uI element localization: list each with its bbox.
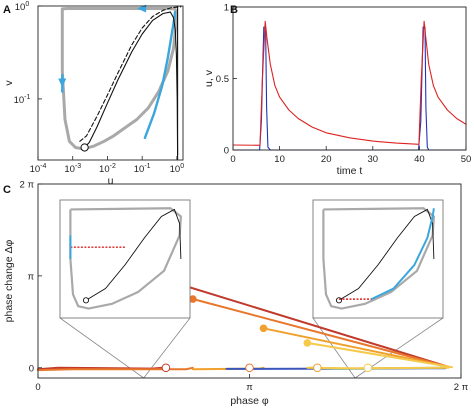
panel-b-series-1 — [232, 20, 467, 146]
panel-c-inset-1-jump — [371, 208, 435, 301]
panel-c-marker-3 — [303, 339, 312, 347]
panel-a-xtick-label-3: 10-1 — [134, 163, 151, 175]
panel-b-xlabel: time t — [337, 165, 363, 177]
panel-b-xtick-label-5: 50 — [461, 154, 472, 165]
panel-c-series-5 — [37, 366, 194, 372]
panel-c-marker-5 — [245, 363, 254, 373]
panel-a-xtick-label-2: 10-2 — [99, 163, 116, 175]
panel-c-ytick-label-2: 2 π — [20, 180, 35, 191]
panel-c-inset-1 — [312, 199, 444, 319]
panel-label-c: C — [3, 184, 11, 196]
panel-b-ytick-label-1: 0.5 — [216, 74, 229, 85]
panel-a-marker-0 — [80, 143, 89, 152]
panel-c-series-3 — [306, 341, 453, 369]
panel-a-xlabel: u — [108, 175, 114, 187]
panel-a-series-4-nullcline-dashed — [79, 6, 182, 142]
panel-a-ytick-label-0: 10-1 — [14, 94, 31, 106]
panel-c-inset-1-frame — [312, 199, 444, 319]
panel-a-series-1-limit-cycle-blue — [143, 10, 177, 140]
panel-a-series-3-nullcline-solid — [84, 11, 179, 156]
panel-c-inset-0-cycle — [69, 207, 183, 310]
panel-a-frame — [37, 5, 184, 161]
panel-b-ytick-label-0: 0 — [224, 146, 229, 157]
panel-label-b: B — [230, 4, 238, 16]
panel-c-series-1 — [191, 298, 450, 368]
panel-c-inset-0 — [59, 199, 191, 319]
panel-c-xtick-label-1: π — [246, 382, 253, 393]
panel-b-ytick-label-2: 1 — [224, 3, 229, 14]
panel-c-xtick-label-2: 2 π — [454, 382, 469, 393]
panel-a-ytick-label-1: 100 — [15, 1, 30, 13]
panel-b-xtick-label-4: 40 — [414, 154, 425, 165]
panel-c-plot: 0 π 2 π 0 π 2 π phase φ phase change Δφ — [3, 180, 469, 408]
panel-c-marker-1 — [189, 295, 197, 303]
panel-a-xtick-label-1: 10-3 — [64, 163, 81, 175]
panel-a-ylabel: v — [3, 80, 15, 86]
panel-b-xtick-label-2: 20 — [321, 154, 332, 165]
panel-c-marker-7 — [363, 363, 373, 373]
panel-b-xtick-label-1: 10 — [274, 154, 285, 165]
panel-c-ytick-label-1: π — [27, 271, 34, 282]
panel-c-ylabel: phase change Δφ — [3, 239, 15, 322]
panel-c-inset-0-frame — [59, 199, 191, 319]
panel-label-a: A — [3, 4, 11, 16]
panel-a-arrow-0 — [137, 4, 147, 13]
panel-b-ylabel: u, v — [203, 69, 215, 87]
panel-c-xtick-label-0: 0 — [35, 382, 40, 393]
panel-c-inset-0-nullcline — [85, 208, 182, 301]
panel-c-marker-4 — [161, 363, 171, 373]
panel-c-series-9 — [306, 366, 450, 370]
panel-c-marker-2 — [259, 324, 268, 333]
panel-c-xlabel: phase φ — [230, 395, 269, 407]
panel-c-inset-0-fixed-point — [82, 297, 90, 304]
panel-b-frame — [232, 6, 467, 151]
panel-a-series-0-limit-cycle-gray — [60, 7, 179, 151]
panel-a-plot: 10-4 10-3 10-2 10-1 100 10-1 100 u v — [3, 1, 184, 187]
panel-c-marker-6 — [313, 363, 322, 373]
panel-a-xtick-label-4: 100 — [170, 163, 185, 175]
panel-a-xtick-label-0: 10-4 — [30, 163, 47, 175]
panel-c-ytick-label-0: 0 — [29, 363, 34, 374]
panel-b-xtick-label-0: 0 — [230, 154, 235, 165]
panel-c-series-0 — [164, 279, 450, 368]
panel-b-plot: 0 10 20 30 40 50 0 0.5 1 time t u, v — [203, 3, 471, 178]
panel-b-xtick-label-3: 30 — [368, 154, 379, 165]
panel-a-arrow-1 — [58, 78, 67, 88]
